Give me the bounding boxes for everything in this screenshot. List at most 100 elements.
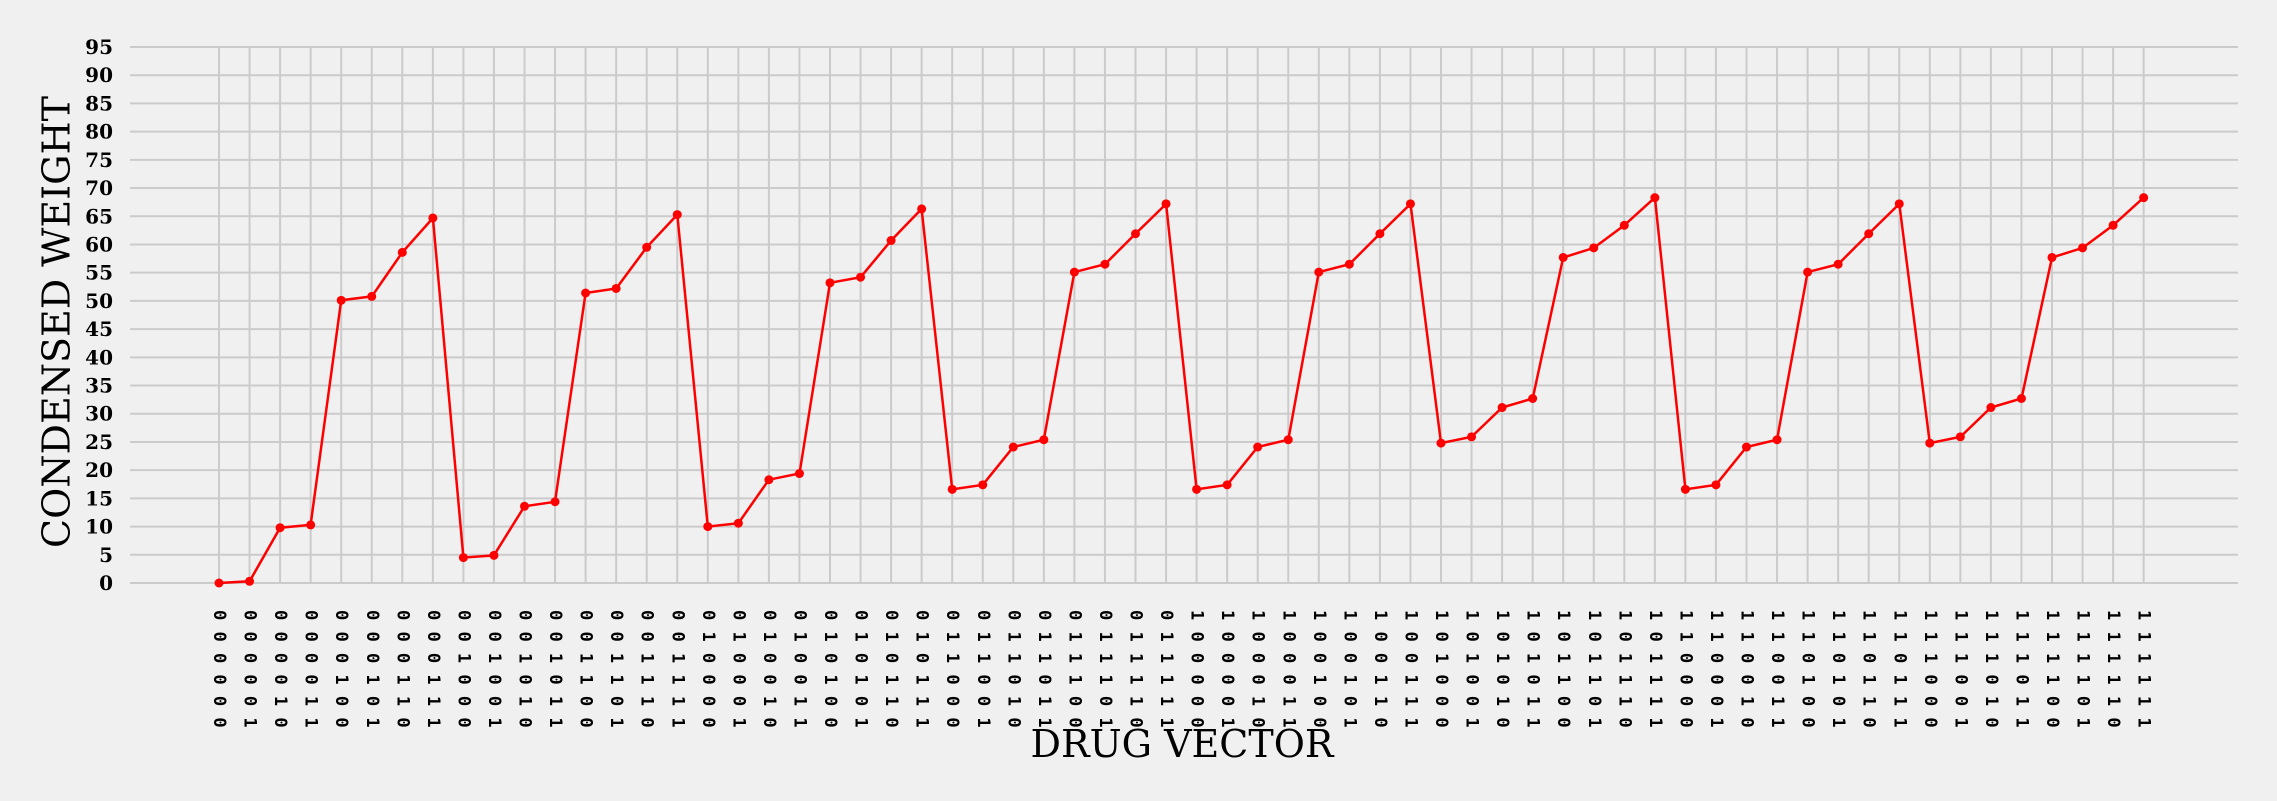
data-point	[1619, 220, 1629, 230]
x-tick-label: 0 1 0 1 0 0	[820, 610, 840, 728]
data-point	[1711, 480, 1721, 490]
x-tick-label: 0 1 0 1 1 0	[881, 610, 901, 728]
x-tick-label: 1 1 1 0 1 1	[2011, 610, 2031, 728]
y-tick-label: 25	[85, 430, 113, 454]
y-tick-label: 90	[85, 63, 113, 87]
x-tick-label: 0 0 0 1 1 1	[423, 610, 443, 728]
y-axis-label: CONDENSED WEIGHT	[35, 96, 79, 548]
x-tick-label: 0 1 0 0 0 0	[698, 610, 718, 728]
x-tick-label: 0 1 1 1 1 0	[1126, 610, 1146, 728]
x-tick-label: 1 1 1 1 1 0	[2103, 610, 2123, 728]
data-point	[825, 278, 835, 288]
data-point	[428, 213, 438, 223]
data-point	[275, 523, 285, 533]
x-tick-label: 0 1 0 0 1 1	[789, 610, 809, 728]
y-tick-label: 60	[85, 232, 113, 256]
x-tick-label: 0 0 1 0 0 1	[484, 610, 504, 728]
y-tick-label: 80	[85, 120, 113, 144]
data-point	[764, 475, 774, 485]
data-point	[978, 480, 988, 490]
data-point	[1344, 259, 1354, 269]
x-tick-label: 0 1 1 1 0 0	[1064, 610, 1084, 728]
data-point	[397, 247, 407, 257]
data-point	[1864, 229, 1874, 239]
data-point	[794, 469, 804, 479]
data-point	[1253, 442, 1263, 452]
data-point	[1833, 259, 1843, 269]
data-point	[733, 518, 743, 528]
x-tick-label: 0 1 0 0 0 1	[728, 610, 748, 728]
x-tick-label: 0 0 1 1 1 1	[667, 610, 687, 728]
data-point	[1405, 199, 1415, 209]
x-tick-label: 1 1 1 0 1 0	[1981, 610, 2001, 728]
data-point	[1803, 267, 1813, 277]
data-point	[886, 236, 896, 246]
x-tick-label: 0 0 0 0 0 1	[240, 610, 260, 728]
y-tick-label: 35	[85, 374, 113, 398]
x-tick-label: 0 1 0 1 0 1	[851, 610, 871, 728]
x-tick-label: 1 1 0 1 1 0	[1859, 610, 1879, 728]
data-point	[214, 578, 224, 588]
data-point	[2108, 220, 2118, 230]
x-tick-label: 0 0 0 1 0 0	[331, 610, 351, 728]
data-point	[489, 550, 499, 560]
data-point	[1039, 435, 1049, 445]
x-tick-label: 1 1 0 1 1 1	[1889, 610, 1909, 728]
y-tick-label: 40	[85, 345, 113, 369]
y-tick-label: 75	[85, 148, 113, 172]
x-tick-label: 1 0 0 0 1 1	[1278, 610, 1298, 728]
y-tick-label: 0	[99, 571, 113, 595]
x-tick-label: 1 0 1 1 1 1	[1645, 610, 1665, 728]
data-points	[214, 193, 2149, 588]
x-tick-label: 0 1 1 0 1 1	[1034, 610, 1054, 728]
x-tick-label: 0 0 0 1 1 0	[392, 610, 412, 728]
y-tick-labels: 0 5 10 15 20 25 30 35 40 45 50 55 60 65 70 75 80 85 90 95	[85, 35, 113, 595]
data-point	[1558, 252, 1568, 262]
x-tick-label: 1 1 0 0 0 1	[1706, 610, 1726, 728]
x-tick-label: 1 1 1 0 0 1	[1950, 610, 1970, 728]
x-tick-label: 1 1 1 1 0 1	[2073, 610, 2093, 728]
x-tick-label: 0 1 1 0 0 0	[942, 610, 962, 728]
data-point	[1436, 438, 1446, 448]
data-point	[2139, 193, 2149, 203]
x-tick-label: 0 0 1 1 0 1	[606, 610, 626, 728]
data-point	[520, 501, 529, 511]
x-tick-label: 0 1 0 1 1 1	[912, 610, 932, 728]
grid-lines	[130, 46, 2238, 584]
y-tick-label: 30	[85, 402, 113, 426]
data-point	[856, 272, 866, 282]
x-tick-label: 0 1 1 0 0 1	[973, 610, 993, 728]
data-point	[1161, 199, 1171, 209]
x-tick-labels: 0 0 0 0 0 0 0 0 0 0 0 1 0 0 0 0 1 0 0 0 0 0…	[209, 610, 2154, 728]
y-tick-label: 85	[85, 91, 113, 115]
data-point	[306, 520, 316, 530]
data-point	[1772, 435, 1782, 445]
x-tick-label: 0 0 1 0 0 0	[453, 610, 473, 728]
x-tick-label: 1 1 1 1 0 0	[2042, 610, 2062, 728]
x-tick-label: 1 0 1 0 0 0	[1431, 610, 1451, 728]
x-tick-label: 0 1 0 0 1 0	[759, 610, 779, 728]
data-point	[336, 295, 346, 305]
data-point	[1069, 267, 1079, 277]
data-point	[1375, 229, 1385, 239]
x-tick-label: 1 0 1 1 0 0	[1553, 610, 1573, 728]
series-line	[218, 195, 2145, 585]
y-tick-label: 45	[85, 317, 113, 341]
data-point	[1314, 267, 1324, 277]
data-point	[2047, 252, 2057, 262]
data-point	[1589, 243, 1599, 253]
data-point	[1192, 484, 1202, 494]
data-point	[1222, 480, 1232, 490]
data-point	[367, 291, 377, 301]
y-tick-label: 20	[85, 458, 113, 482]
data-point	[1742, 442, 1751, 452]
x-tick-label: 1 1 0 1 0 0	[1798, 610, 1818, 728]
x-tick-label: 1 0 1 0 1 0	[1492, 610, 1512, 728]
data-point	[917, 204, 927, 214]
data-point	[1008, 442, 1018, 452]
x-tick-label: 1 0 1 0 1 1	[1523, 610, 1543, 728]
x-tick-label: 1 1 1 0 0 0	[1920, 610, 1940, 728]
data-point	[1497, 403, 1507, 413]
data-point	[2078, 243, 2088, 253]
